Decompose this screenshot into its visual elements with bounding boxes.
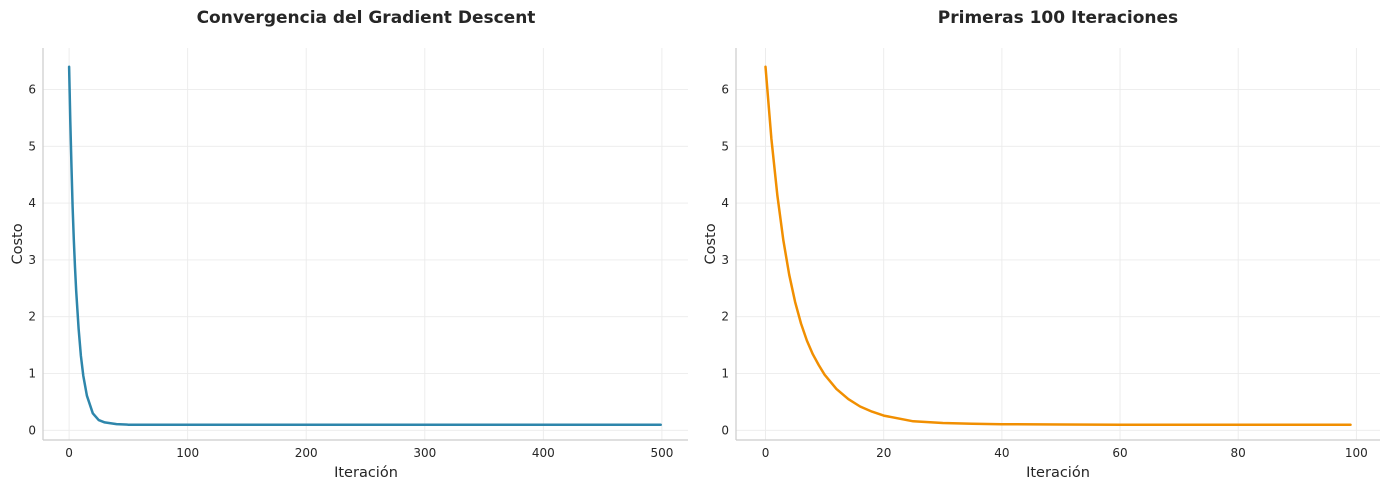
y-tick-label: 0	[721, 423, 729, 437]
y-tick-label: 5	[28, 139, 36, 153]
x-tick-label: 0	[65, 446, 73, 460]
x-tick-label: 100	[1345, 446, 1368, 460]
plot-area: 0 100 200 300 400 500 0 1 2 3 4 5 6	[28, 48, 688, 460]
y-axis-label: Costo	[10, 223, 26, 264]
y-axis-label: Costo	[703, 223, 719, 264]
y-tick-label: 3	[28, 253, 36, 267]
x-tick-label: 100	[176, 446, 199, 460]
y-tick-label: 2	[721, 310, 729, 324]
x-axis-label: Iteración	[1026, 465, 1090, 481]
chart-title: Primeras 100 Iteraciones	[938, 8, 1178, 28]
x-tick-label: 80	[1231, 446, 1246, 460]
y-tick-label: 3	[721, 253, 729, 267]
x-tick-label: 20	[876, 446, 891, 460]
y-tick-label: 1	[721, 367, 729, 381]
x-tick-label: 500	[650, 446, 673, 460]
x-tick-label: 400	[532, 446, 555, 460]
series-line-cost	[67, 65, 662, 426]
series-line-cost	[764, 65, 1352, 426]
chart-first-100-iterations: Primeras 100 Iteraciones 0 20 40 60 80 100 0 1 2…	[703, 8, 1380, 481]
x-tick-label: 200	[295, 446, 318, 460]
y-tick-label: 5	[721, 139, 729, 153]
plot-area: 0 20 40 60 80 100 0 1 2 3 4 5 6	[721, 48, 1380, 460]
x-tick-label: 60	[1112, 446, 1127, 460]
x-tick-label: 40	[994, 446, 1009, 460]
x-axis-label: Iteración	[334, 465, 398, 481]
y-tick-label: 0	[28, 423, 36, 437]
x-tick-label: 0	[762, 446, 770, 460]
chart-convergence: Convergencia del Gradient Descent 0 100 20…	[10, 8, 688, 481]
x-tick-label: 300	[413, 446, 436, 460]
y-tick-label: 2	[28, 310, 36, 324]
chart-title: Convergencia del Gradient Descent	[197, 8, 536, 28]
y-tick-label: 4	[28, 196, 36, 210]
y-tick-label: 1	[28, 367, 36, 381]
y-tick-label: 6	[28, 82, 36, 96]
y-tick-label: 6	[721, 82, 729, 96]
y-tick-label: 4	[721, 196, 729, 210]
